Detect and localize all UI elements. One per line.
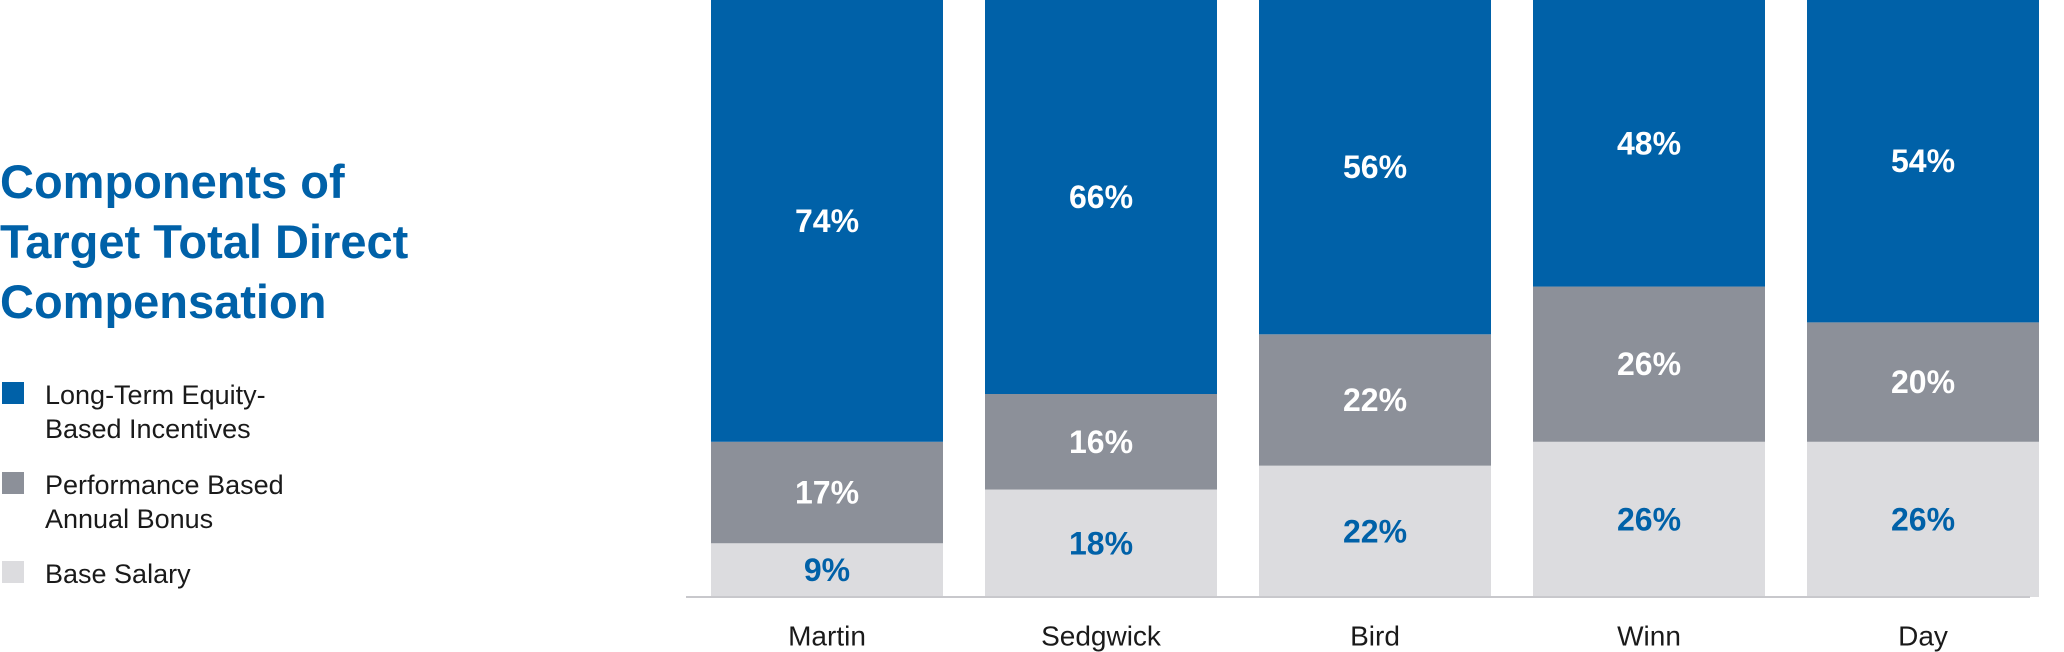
bar-winn-long-term-equity-based-incentives [1533, 0, 1765, 287]
legend-label-line: Base Salary [45, 559, 191, 589]
bar-bird-performance-based-annual-bonus [1259, 334, 1491, 466]
category-labels-group: Martin Sedgwick Bird Winn Day [788, 621, 1948, 652]
x-tick-label-sedgwick: Sedgwick [1041, 621, 1162, 652]
bar-bird-long-term-equity-based-incentives [1259, 0, 1491, 335]
bar-martin-base-salary [711, 543, 943, 597]
x-tick-label-martin: Martin [788, 621, 866, 652]
bar-sedgwick-base-salary [985, 489, 1217, 597]
segment-labels-group: 9% 17% 74% 18% 16% 66% 22% 22% 56% 26% 26% 48% 26% 20… [795, 125, 1955, 588]
chart-title-line-3: Compensation [0, 275, 327, 328]
legend-label-performance-bonus: Performance Based Annual Bonus [45, 468, 284, 536]
bar-day-long-term-equity-based-incentives [1807, 0, 2039, 323]
data-label-sedgwick-base-salary: 18% [1069, 525, 1133, 561]
bar-martin-long-term-equity-based-incentives [711, 0, 943, 442]
legend-swatch-performance-bonus [2, 472, 24, 494]
bar-bird-base-salary [1259, 465, 1491, 597]
data-label-day-base-salary: 26% [1891, 501, 1955, 537]
data-label-bird-base-salary: 22% [1343, 513, 1407, 549]
bar-sedgwick-performance-based-annual-bonus [985, 394, 1217, 490]
data-label-sedgwick-long-term-equity-based-incentives: 66% [1069, 179, 1133, 215]
data-label-sedgwick-performance-based-annual-bonus: 16% [1069, 424, 1133, 460]
data-label-bird-long-term-equity-based-incentives: 56% [1343, 149, 1407, 185]
bar-winn-performance-based-annual-bonus [1533, 286, 1765, 442]
data-label-winn-performance-based-annual-bonus: 26% [1617, 346, 1681, 382]
bar-martin-performance-based-annual-bonus [711, 441, 943, 544]
bar-day-performance-based-annual-bonus [1807, 322, 2039, 442]
chart-title-line-2: Target Total Direct [0, 215, 409, 268]
legend-swatch-long-term-equity [2, 382, 24, 404]
bar-sedgwick-long-term-equity-based-incentives [985, 0, 1217, 395]
data-label-martin-performance-based-annual-bonus: 17% [795, 475, 859, 511]
data-label-winn-long-term-equity-based-incentives: 48% [1617, 125, 1681, 161]
bar-day-base-salary [1807, 441, 2039, 597]
data-label-martin-long-term-equity-based-incentives: 74% [795, 203, 859, 239]
chart-title-line-1: Components of [0, 155, 345, 208]
bar-winn-base-salary [1533, 441, 1765, 597]
data-label-winn-base-salary: 26% [1617, 501, 1681, 537]
legend-label-line: Performance Based [45, 470, 284, 500]
bars-group [711, 0, 2039, 597]
legend-label-line: Based Incentives [45, 414, 251, 444]
x-tick-label-bird: Bird [1350, 621, 1400, 652]
legend-label-long-term-equity: Long-Term Equity- Based Incentives [45, 378, 266, 446]
legend-label-line: Annual Bonus [45, 504, 214, 534]
data-label-bird-performance-based-annual-bonus: 22% [1343, 382, 1407, 418]
legend-label-base-salary: Base Salary [45, 557, 191, 591]
data-label-day-long-term-equity-based-incentives: 54% [1891, 143, 1955, 179]
chart-title: Components of Target Total Direct Compen… [0, 152, 560, 332]
legend-swatch-base-salary [2, 561, 24, 583]
data-label-martin-base-salary: 9% [804, 552, 850, 588]
legend-label-line: Long-Term Equity- [45, 380, 266, 410]
x-tick-label-winn: Winn [1617, 621, 1681, 652]
data-label-day-performance-based-annual-bonus: 20% [1891, 364, 1955, 400]
x-tick-label-day: Day [1898, 621, 1948, 652]
